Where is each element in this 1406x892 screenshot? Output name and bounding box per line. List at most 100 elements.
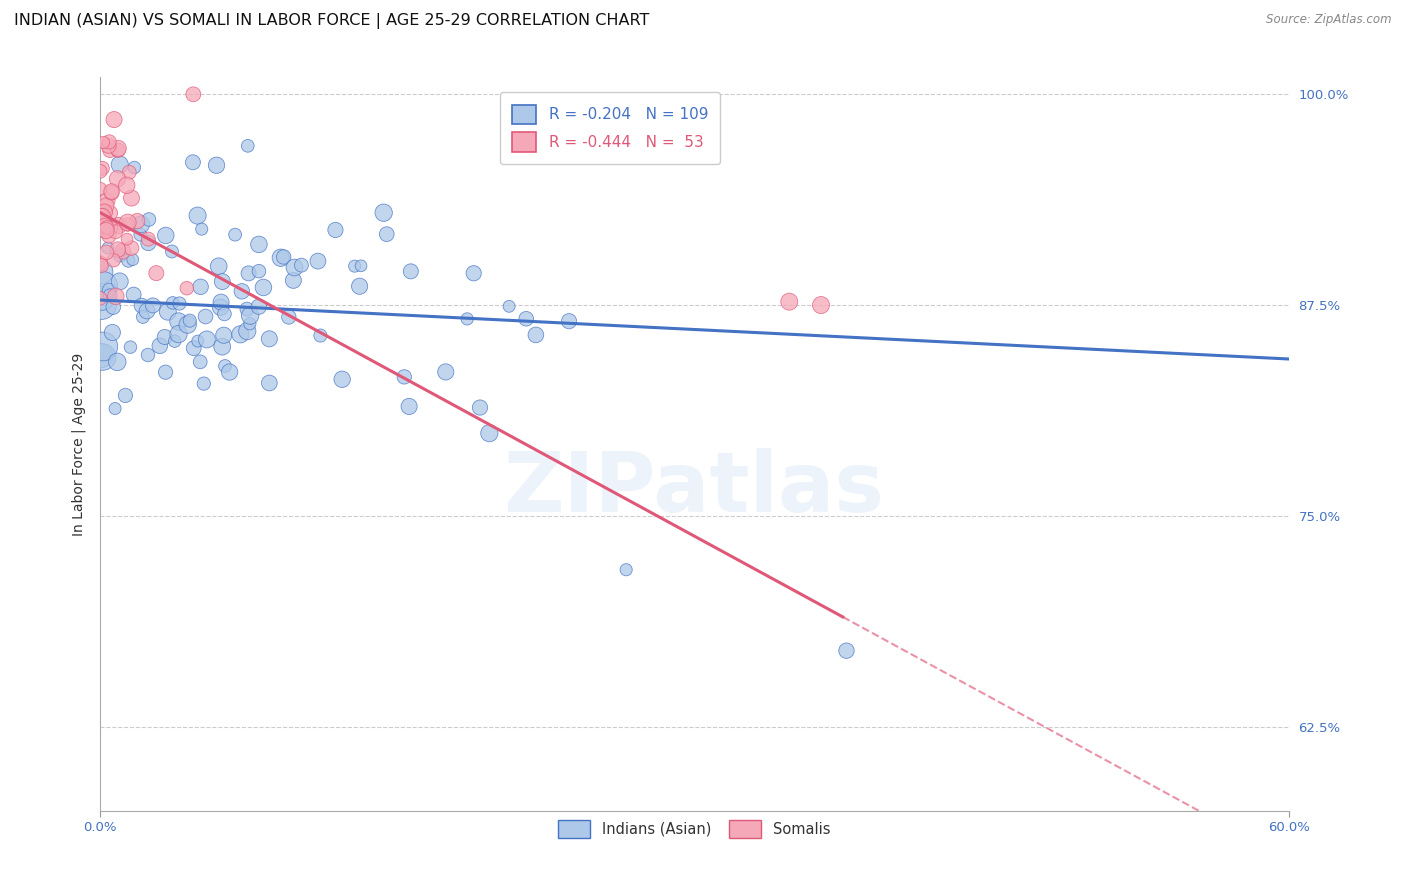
Point [98,229,121,244]
Point [195,333,218,347]
Point [129,227,152,242]
Point [214,359,236,373]
Point [283,260,305,275]
Text: INDIAN (ASIAN) VS SOMALI IN LABOR FORCE | AGE 25-29 CORRELATION CHART: INDIAN (ASIAN) VS SOMALI IN LABOR FORCE … [14,13,650,29]
Point [214,307,236,321]
Point [239,317,262,331]
Point [236,302,259,317]
Point [91,339,114,353]
Point [212,328,235,343]
Point [187,209,209,223]
Point [169,296,191,310]
Point [107,141,129,155]
Point [373,205,395,219]
Point [136,232,159,246]
Point [96,199,118,213]
Point [307,254,329,268]
Point [90,297,112,311]
Point [810,298,832,312]
Point [127,214,149,228]
Point [142,298,165,312]
Point [96,245,118,260]
Point [100,221,122,235]
Point [209,300,232,314]
Point [153,330,176,344]
Point [188,355,211,369]
Point [224,227,246,242]
Point [136,304,159,318]
Point [283,273,305,287]
Point [108,157,131,171]
Point [91,279,114,293]
Point [104,401,127,416]
Point [155,228,177,243]
Point [96,194,118,208]
Point [149,339,172,353]
Point [98,283,121,297]
Point [277,310,299,324]
Point [270,251,292,265]
Point [394,370,416,384]
Point [835,643,858,657]
Point [107,143,129,157]
Point [498,299,520,313]
Point [211,340,233,354]
Point [121,241,143,255]
Point [117,215,139,229]
Point [91,210,114,224]
Point [115,178,138,193]
Point [176,318,198,332]
Point [121,191,143,205]
Point [104,289,127,303]
Point [111,244,134,259]
Point [229,327,252,342]
Point [247,237,270,252]
Point [93,136,115,150]
Point [349,279,371,293]
Point [89,182,111,196]
Point [236,324,259,338]
Point [375,227,398,241]
Point [211,275,233,289]
Point [91,350,114,364]
Point [145,266,167,280]
Point [115,232,138,246]
Point [90,265,112,279]
Point [205,158,228,172]
Point [247,264,270,278]
Point [399,264,422,278]
Point [163,334,186,348]
Point [91,291,114,305]
Point [96,220,118,235]
Point [104,225,127,239]
Point [187,334,209,348]
Point [190,222,212,236]
Point [108,274,131,288]
Point [208,259,231,273]
Point [103,300,125,314]
Point [93,224,115,238]
Point [330,372,353,386]
Point [94,217,117,231]
Point [98,135,121,149]
Point [218,365,240,379]
Point [105,355,128,369]
Point [94,204,117,219]
Point [238,266,260,280]
Point [94,224,117,238]
Point [117,253,139,268]
Point [778,294,800,309]
Point [259,376,281,390]
Text: Source: ZipAtlas.com: Source: ZipAtlas.com [1267,13,1392,27]
Point [236,138,259,153]
Point [114,388,136,402]
Point [176,281,198,295]
Point [108,248,131,262]
Point [325,223,347,237]
Point [239,309,262,323]
Point [162,296,184,310]
Point [190,280,212,294]
Point [131,299,153,313]
Point [160,244,183,259]
Point [98,288,121,302]
